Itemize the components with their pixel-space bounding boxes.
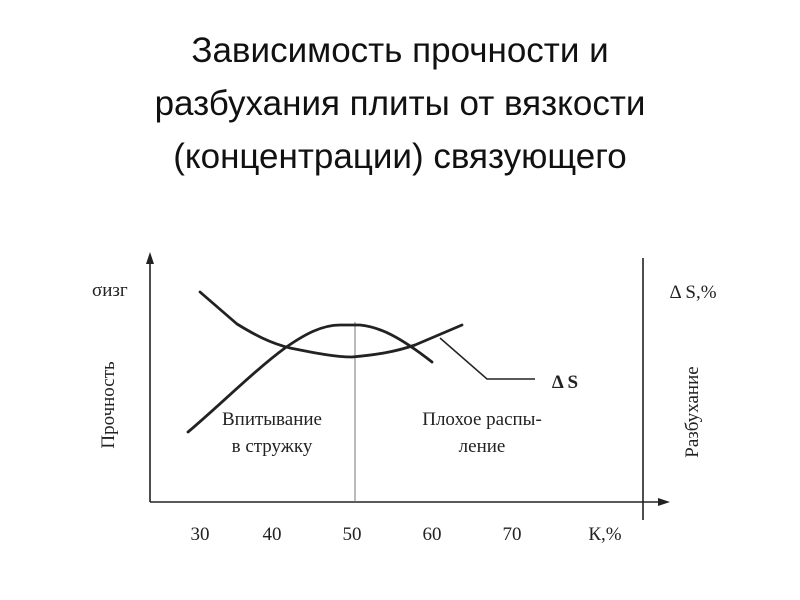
region-label: ление <box>459 436 506 457</box>
region-label: Впитывание <box>222 409 322 430</box>
x-tick-label: 50 <box>343 524 362 545</box>
title-line: Зависимость прочности и <box>191 31 608 70</box>
region-label: Плохое распы- <box>422 409 542 430</box>
left-axis-symbol: σизг <box>92 280 128 301</box>
title-line: (концентрации) связующего <box>173 137 626 176</box>
curve-label: Δ S <box>552 372 578 393</box>
right-axis-symbol: Δ S,% <box>669 282 716 303</box>
x-tick-label: 70 <box>503 524 522 545</box>
arrow <box>658 498 670 506</box>
x-axis-label: К,% <box>588 524 621 545</box>
right-axis-label: Разбухание <box>682 366 703 457</box>
x-tick-label: 60 <box>423 524 442 545</box>
leader-line <box>439 337 535 380</box>
swelling-curve <box>198 290 464 359</box>
left-axis-label: Прочность <box>98 361 119 449</box>
region-label: в стружку <box>232 436 313 457</box>
title-line: разбухания плиты от вязкости <box>155 84 646 123</box>
arrow <box>146 252 154 264</box>
x-tick-label: 30 <box>191 524 210 545</box>
strength-curve <box>186 323 434 434</box>
x-tick-label: 40 <box>263 524 282 545</box>
